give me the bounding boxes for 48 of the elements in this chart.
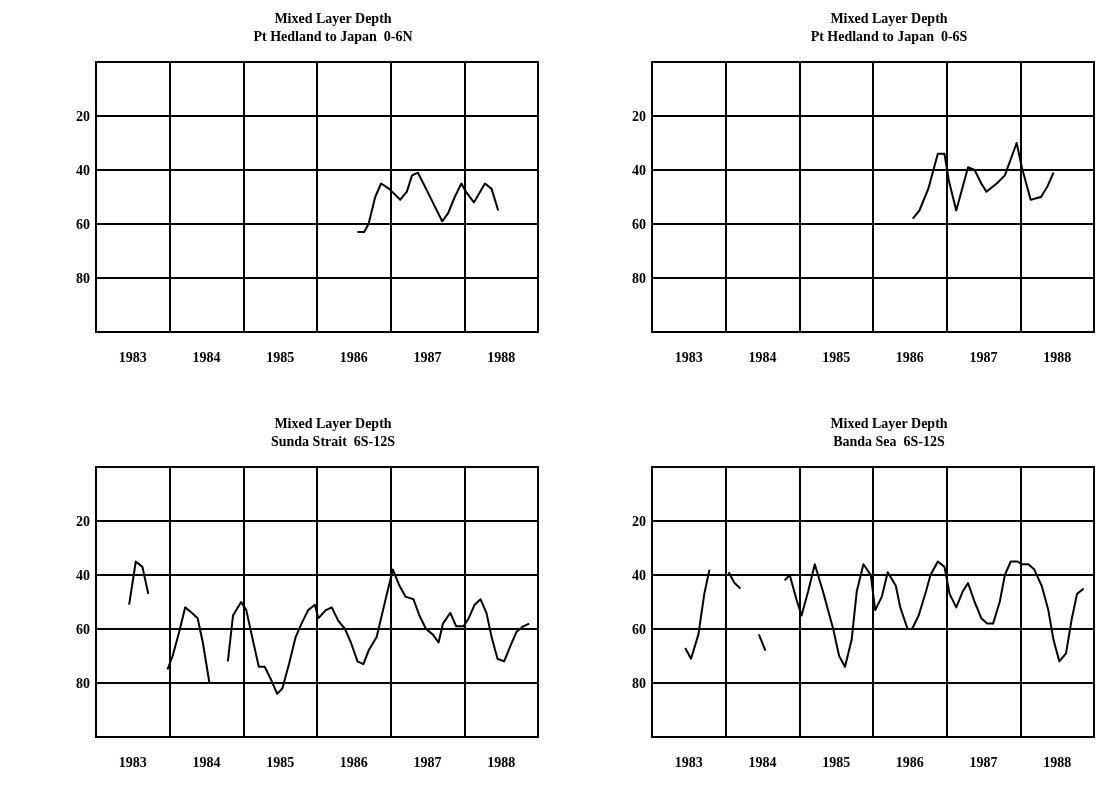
y-tick-label: 20 [76, 108, 90, 124]
chart-title: Mixed Layer Depth [274, 415, 392, 431]
x-tick-label: 1984 [748, 754, 777, 770]
y-tick-label: 20 [632, 108, 646, 124]
x-tick-label: 1985 [822, 349, 851, 365]
x-tick-label: 1984 [192, 754, 221, 770]
x-tick-label: 1983 [118, 349, 147, 365]
x-tick-label: 1987 [413, 349, 442, 365]
x-tick-label: 1985 [266, 754, 295, 770]
y-tick-label: 40 [632, 567, 646, 583]
y-tick-label: 80 [76, 270, 90, 286]
y-tick-label: 40 [76, 162, 90, 178]
chart-title: Mixed Layer Depth [830, 415, 948, 431]
y-tick-label: 60 [76, 621, 90, 637]
y-tick-label: 40 [632, 162, 646, 178]
chart-subtitle: Sunda Strait 6S-12S [270, 433, 396, 449]
x-tick-label: 1987 [969, 349, 998, 365]
x-tick-label: 1988 [487, 754, 516, 770]
y-tick-label: 40 [76, 567, 90, 583]
x-tick-label: 1986 [895, 754, 924, 770]
x-tick-label: 1983 [674, 754, 703, 770]
chart-title: Mixed Layer Depth [830, 10, 948, 26]
x-tick-label: 1985 [822, 754, 851, 770]
y-tick-label: 20 [76, 513, 90, 529]
y-tick-label: 20 [632, 513, 646, 529]
y-tick-label: 60 [632, 621, 646, 637]
x-tick-label: 1988 [1043, 349, 1072, 365]
y-tick-label: 80 [76, 675, 90, 691]
x-tick-label: 1984 [748, 349, 777, 365]
x-tick-label: 1984 [192, 349, 221, 365]
chart-title: Mixed Layer Depth [274, 10, 392, 26]
chart-subtitle: Pt Hedland to Japan 0-6N [253, 28, 413, 44]
x-tick-label: 1986 [339, 349, 368, 365]
x-tick-label: 1987 [413, 754, 442, 770]
y-tick-label: 80 [632, 270, 646, 286]
y-tick-label: 80 [632, 675, 646, 691]
x-tick-label: 1988 [1043, 754, 1072, 770]
x-tick-label: 1986 [895, 349, 924, 365]
y-tick-label: 60 [632, 216, 646, 232]
y-tick-label: 60 [76, 216, 90, 232]
chart-subtitle: Pt Hedland to Japan 0-6S [810, 28, 968, 44]
x-tick-label: 1986 [339, 754, 368, 770]
x-tick-label: 1987 [969, 754, 998, 770]
x-tick-label: 1985 [266, 349, 295, 365]
x-tick-label: 1983 [118, 754, 147, 770]
chart-subtitle: Banda Sea 6S-12S [833, 433, 946, 449]
x-tick-label: 1983 [674, 349, 703, 365]
x-tick-label: 1988 [487, 349, 516, 365]
